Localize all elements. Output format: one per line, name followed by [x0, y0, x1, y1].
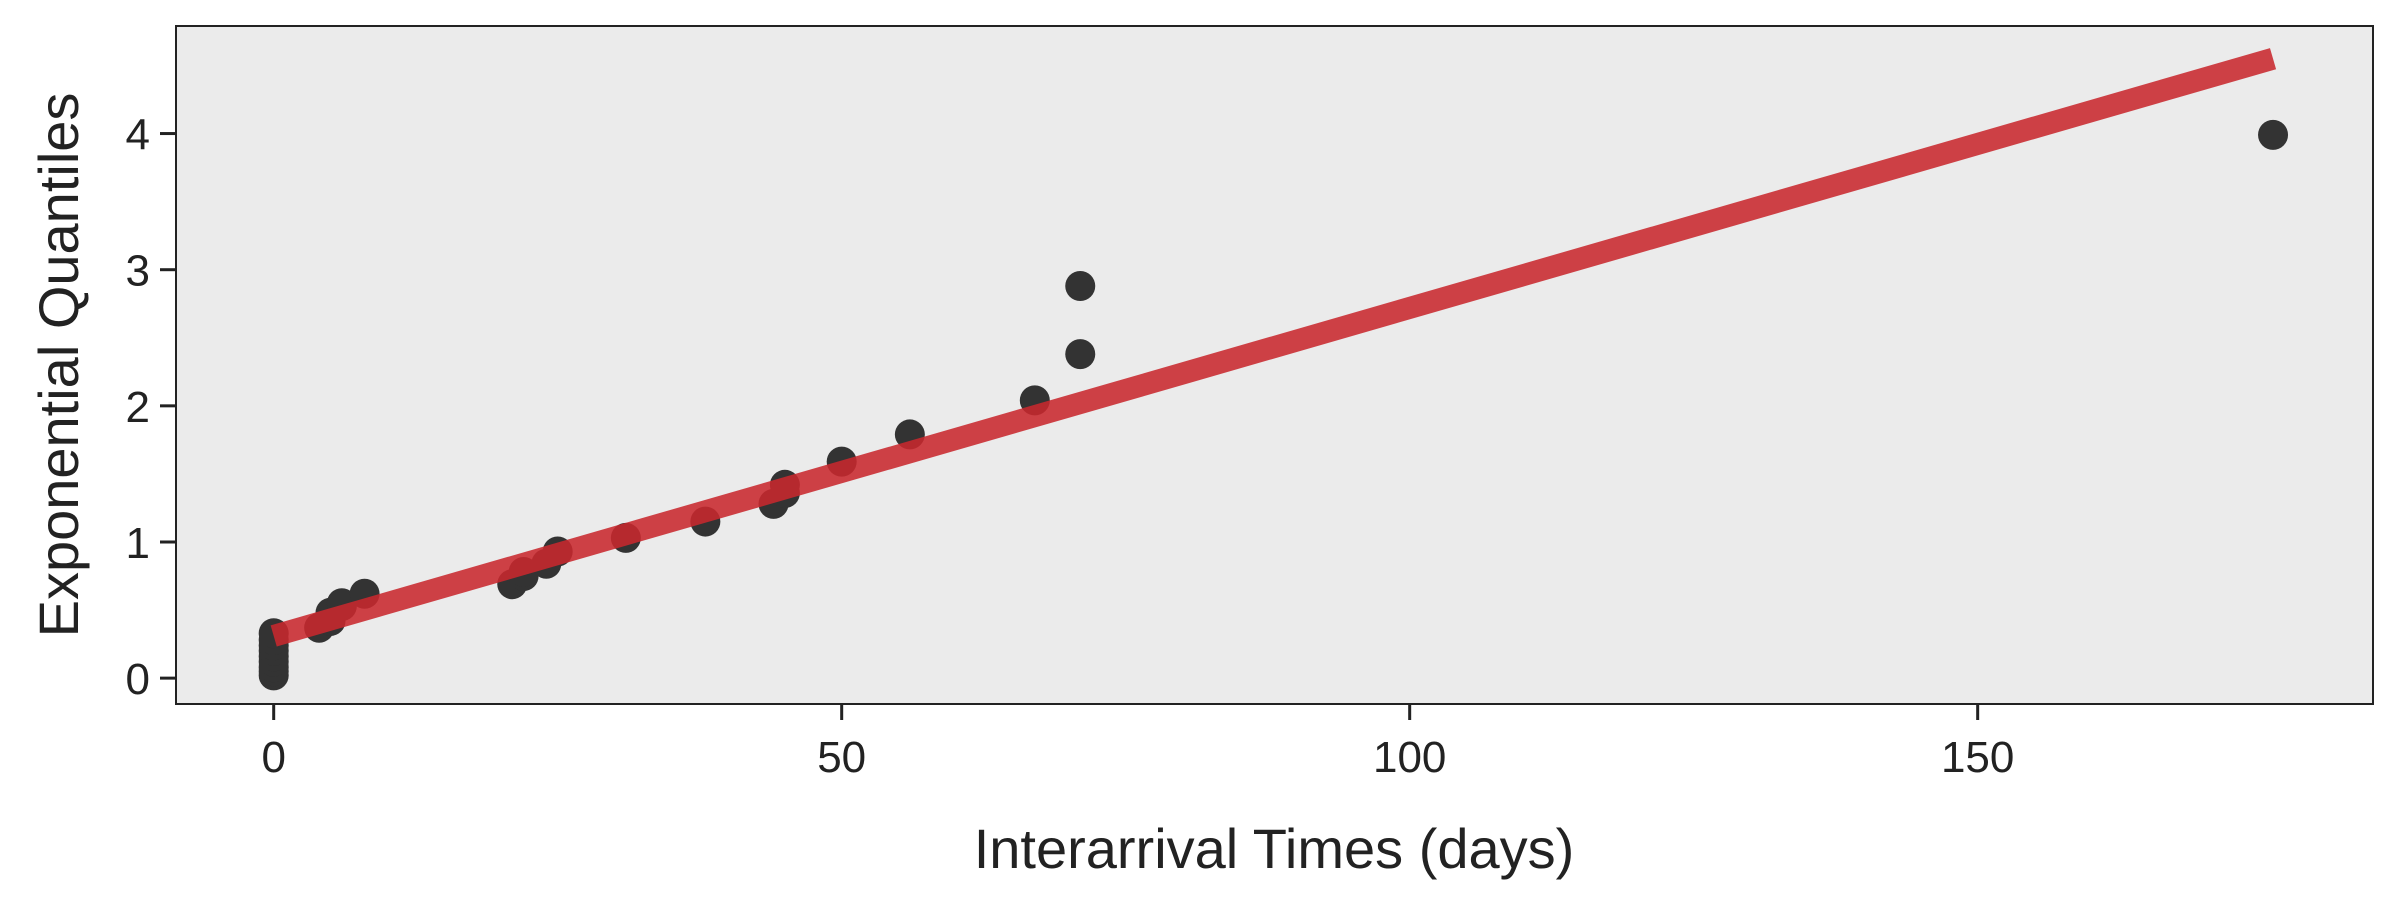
x-tick-label: 50 [817, 733, 866, 782]
fit-line [270, 48, 2277, 647]
x-axis-label: Interarrival Times (days) [974, 817, 1575, 880]
point [2258, 119, 2289, 150]
y-tick-label: 0 [126, 655, 150, 704]
y-tick-label: 2 [126, 383, 150, 432]
x-tick-label: 150 [1941, 733, 2014, 782]
y-tick-label: 4 [126, 111, 150, 160]
x-tick-label: 0 [261, 733, 285, 782]
point [1065, 339, 1096, 370]
y-tick-label: 3 [126, 247, 150, 296]
point [1065, 271, 1096, 302]
y-axis-label: Exponential Quantiles [27, 93, 90, 638]
y-tick-label: 1 [126, 519, 150, 568]
x-tick-label: 100 [1373, 733, 1446, 782]
